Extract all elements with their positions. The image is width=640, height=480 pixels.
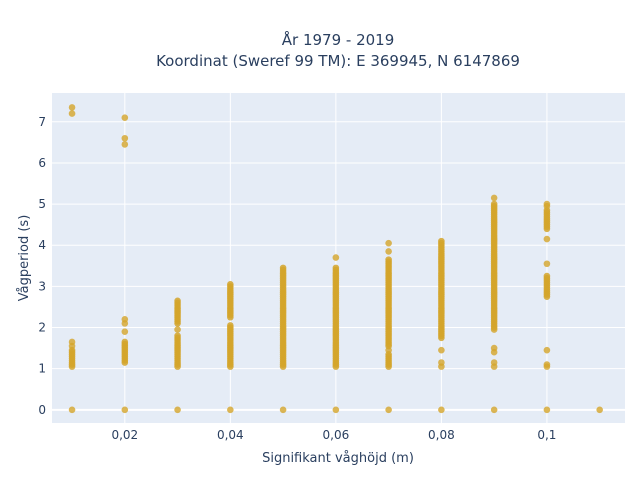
data-point (68, 110, 76, 117)
data-point (174, 326, 181, 333)
data-point (543, 272, 551, 280)
data-point (385, 239, 392, 247)
x-tick-labels: 0,02 0,04 0,06 0,08 0,1 (111, 428, 556, 442)
x-tick-label: 0,06 (323, 428, 350, 442)
data-point (543, 235, 551, 243)
data-point (385, 256, 392, 263)
data-point (121, 338, 129, 346)
data-point (385, 406, 392, 414)
data-point (121, 328, 129, 335)
data-point (332, 254, 340, 261)
y-tick-label: 1 (38, 362, 46, 376)
data-point (227, 406, 234, 414)
data-point (174, 297, 181, 305)
data-point (490, 194, 498, 202)
data-point (68, 338, 76, 346)
x-tick-label: 0,02 (111, 428, 138, 442)
y-tick-label: 0 (38, 403, 46, 417)
data-point (121, 114, 129, 121)
y-tick-labels: 0 1 2 3 4 5 6 7 (38, 115, 46, 417)
data-point (543, 406, 551, 414)
data-point (438, 359, 445, 366)
data-point (227, 322, 234, 329)
data-point (596, 406, 603, 414)
chart-title-line1: År 1979 - 2019 (282, 30, 395, 49)
data-point (174, 406, 181, 414)
data-point (438, 406, 445, 414)
data-point (121, 316, 129, 323)
data-point (543, 260, 551, 268)
data-point (543, 361, 551, 368)
y-tick-label: 3 (38, 279, 46, 293)
x-tick-label: 0,08 (428, 428, 455, 442)
data-point (121, 134, 129, 142)
y-tick-label: 6 (38, 156, 46, 170)
y-axis-title: Vågperiod (s) (17, 215, 32, 302)
data-point (121, 141, 129, 148)
x-tick-label: 0,04 (217, 428, 244, 442)
data-point (543, 346, 551, 354)
data-point (490, 200, 498, 208)
data-point (68, 406, 76, 414)
data-point (490, 406, 498, 414)
data-point (174, 332, 181, 340)
data-point (438, 346, 445, 354)
data-point (543, 200, 551, 208)
data-point (279, 264, 287, 272)
data-point (385, 248, 392, 255)
data-point (490, 359, 498, 366)
data-point (227, 281, 234, 288)
chart-title-line2: Koordinat (Sweref 99 TM): E 369945, N 61… (156, 52, 520, 70)
data-point (332, 264, 340, 272)
y-tick-label: 4 (38, 238, 46, 252)
x-tick-label: 0,1 (537, 428, 556, 442)
data-point (121, 406, 129, 414)
data-point (438, 237, 445, 245)
data-point (490, 326, 498, 333)
data-point (332, 406, 340, 414)
y-tick-label: 2 (38, 321, 46, 335)
data-points (68, 104, 603, 414)
data-point (68, 104, 76, 111)
y-tick-label: 7 (38, 115, 46, 129)
data-point (385, 346, 392, 354)
data-point (490, 344, 498, 352)
data-point (279, 406, 287, 414)
y-tick-label: 5 (38, 197, 46, 211)
x-axis-title: Signifikant våghöjd (m) (262, 451, 414, 466)
